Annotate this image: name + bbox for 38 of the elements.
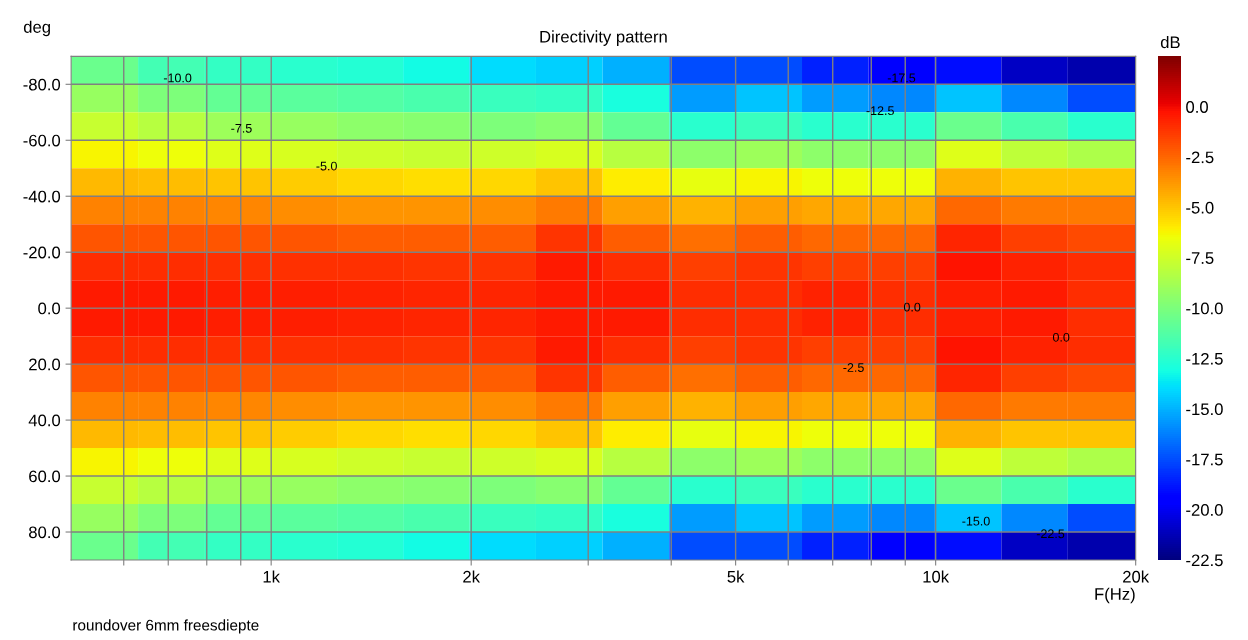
color-bar-label: -7.5 bbox=[1186, 252, 1214, 264]
x-axis-title: F(Hz) bbox=[1095, 587, 1135, 604]
color-bar-label: -2.5 bbox=[1186, 151, 1214, 164]
annotation: -7.5 bbox=[231, 123, 252, 133]
text: roundover 6mm freesdiepte bbox=[73, 619, 259, 634]
y-tick-label: -60.0 bbox=[23, 134, 61, 147]
annotation: -5.0 bbox=[316, 161, 337, 171]
chart-title: Directivity pattern bbox=[540, 30, 667, 46]
color-bar-title: dB bbox=[1160, 35, 1180, 49]
y-tick-label: -40.0 bbox=[23, 190, 61, 203]
x-tick-label: 1k bbox=[263, 570, 280, 583]
color-bar-label: -17.5 bbox=[1186, 453, 1223, 466]
annotation: -17.5 bbox=[887, 73, 916, 83]
color-bar-label: -15.0 bbox=[1186, 403, 1223, 416]
y-tick-label: 60.0 bbox=[29, 470, 61, 483]
y-axis-title: deg bbox=[23, 20, 50, 37]
x-tick-label: 2k bbox=[463, 570, 481, 583]
x-tick-label: 20k bbox=[1123, 570, 1150, 583]
y-tick-label: 40.0 bbox=[28, 414, 61, 427]
annotation: -15.0 bbox=[962, 516, 990, 526]
annotation: 0.0 bbox=[903, 302, 921, 312]
y-tick-label: -80.0 bbox=[23, 78, 61, 91]
y-tick-label: -20.0 bbox=[23, 246, 61, 259]
color-bar-label: -22.5 bbox=[1186, 554, 1223, 567]
color-bar-label: 0.0 bbox=[1186, 101, 1208, 113]
y-tick-label: 0.0 bbox=[38, 302, 61, 315]
x-tick-label: 5k bbox=[727, 570, 745, 583]
annotation: 0.0 bbox=[1052, 332, 1070, 342]
y-tick-label: 20.0 bbox=[29, 358, 61, 371]
annotation: -10.0 bbox=[163, 73, 192, 83]
color-bar-label: -5.0 bbox=[1186, 201, 1214, 214]
color-bar-label: -20.0 bbox=[1186, 504, 1223, 516]
annotation: -12.5 bbox=[866, 106, 894, 116]
y-tick-label: 80.0 bbox=[29, 526, 61, 539]
color-bar-label: -10.0 bbox=[1186, 302, 1223, 315]
color-bar-label: -12.5 bbox=[1186, 352, 1223, 365]
annotation: -2.5 bbox=[843, 363, 864, 372]
x-tick-label: 10k bbox=[923, 570, 950, 583]
